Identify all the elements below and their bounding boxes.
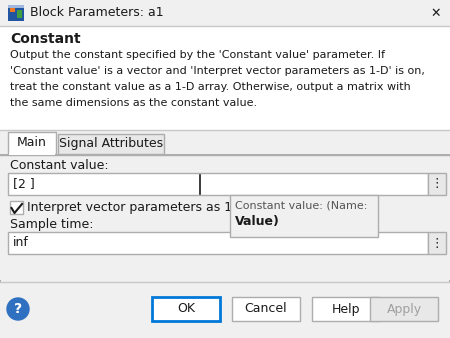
Text: Signal Attributes: Signal Attributes [59, 138, 163, 150]
Bar [0, 130, 450, 155]
Bar [428, 173, 446, 195]
Text: Value): Value) [235, 215, 280, 228]
Bar [0, 155, 450, 280]
Text: [2 ]: [2 ] [13, 177, 35, 191]
Text: Constant value: (Name:: Constant value: (Name: [235, 200, 367, 210]
Text: the same dimensions as the constant value.: the same dimensions as the constant valu… [10, 98, 257, 108]
Bar [8, 232, 428, 254]
Text: Constant value:: Constant value: [10, 159, 108, 172]
Bar [10, 201, 23, 214]
Text: ?: ? [14, 302, 22, 316]
Bar [152, 297, 220, 321]
Text: Interpret vector parameters as 1-D: Interpret vector parameters as 1-D [27, 200, 246, 214]
Text: Sample time:: Sample time: [10, 218, 94, 231]
Bar [8, 5, 24, 21]
Text: inf: inf [13, 237, 29, 249]
Bar [17, 10, 22, 18]
Text: Help: Help [332, 303, 360, 315]
Bar [0, 26, 450, 130]
Bar [10, 7, 15, 12]
Bar [9, 153, 55, 155]
Bar [232, 297, 300, 321]
Bar [58, 134, 164, 154]
Bar [230, 195, 378, 237]
Text: Output the constant specified by the 'Constant value' parameter. If: Output the constant specified by the 'Co… [10, 50, 385, 60]
Text: ⋮: ⋮ [431, 177, 443, 191]
Text: 'Constant value' is a vector and 'Interpret vector parameters as 1-D' is on,: 'Constant value' is a vector and 'Interp… [10, 66, 425, 76]
Bar [0, 0, 450, 26]
Bar [0, 282, 450, 338]
Bar [312, 297, 380, 321]
Bar [8, 173, 428, 195]
Text: OK: OK [177, 303, 195, 315]
Bar [8, 132, 56, 154]
Text: Apply: Apply [387, 303, 422, 315]
Text: Main: Main [17, 137, 47, 149]
Bar [370, 297, 438, 321]
Bar [8, 5, 24, 8]
Text: treat the constant value as a 1-D array. Otherwise, output a matrix with: treat the constant value as a 1-D array.… [10, 82, 411, 92]
Bar [0, 154, 450, 155]
Bar [428, 232, 446, 254]
Text: Constant: Constant [10, 32, 81, 46]
Text: ✕: ✕ [431, 6, 441, 20]
Text: Cancel: Cancel [245, 303, 287, 315]
Text: Block Parameters: a1: Block Parameters: a1 [30, 6, 164, 20]
Text: ⋮: ⋮ [431, 237, 443, 249]
Circle shape [7, 298, 29, 320]
